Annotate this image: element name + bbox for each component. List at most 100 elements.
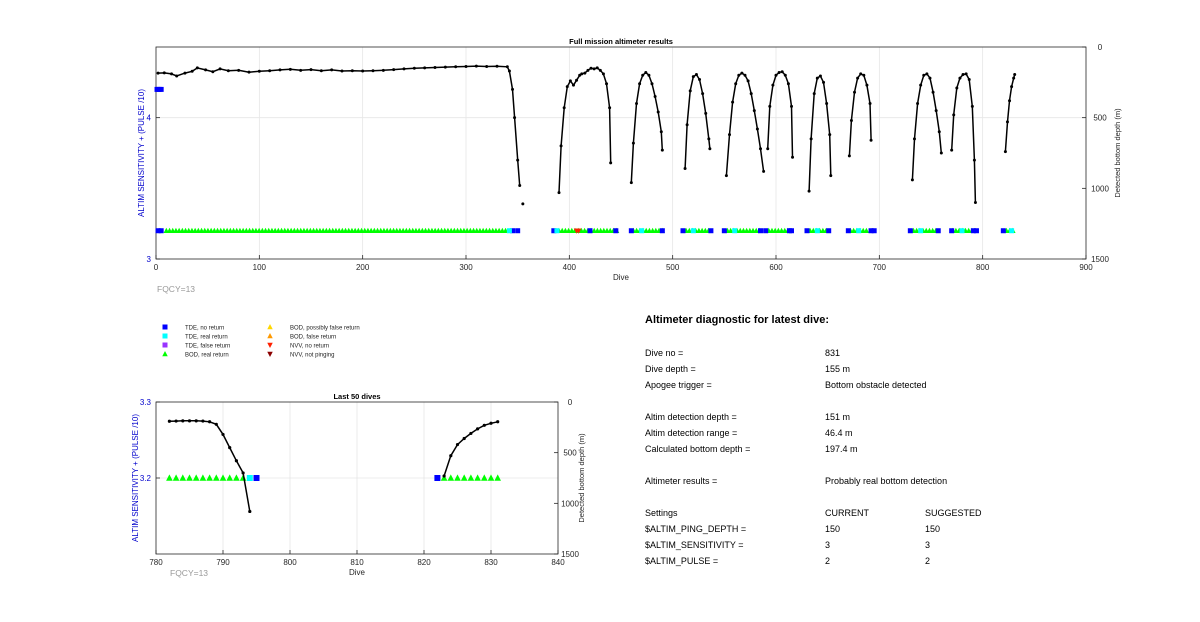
- settings-header-suggested: SUGGESTED: [925, 508, 982, 518]
- y2-tick-label: 1000: [1091, 184, 1109, 193]
- x-tick-label: 780: [149, 558, 163, 567]
- depth-point: [580, 72, 584, 76]
- depth-point: [952, 113, 956, 117]
- depth-point: [589, 66, 593, 70]
- depth-point: [910, 178, 914, 182]
- y2-tick-label: 1500: [561, 550, 579, 559]
- depth-point: [774, 73, 778, 77]
- depth-point: [931, 90, 935, 94]
- depth-point: [557, 191, 561, 195]
- diag-dive-depth-label: Dive depth =: [645, 364, 696, 374]
- depth-point: [950, 148, 954, 152]
- legend-marker: [162, 324, 168, 330]
- marker-tde-no-return: [708, 228, 714, 234]
- diag-results-label: Altimeter results =: [645, 476, 718, 486]
- legend-item: BOD, false return: [267, 333, 336, 341]
- depth-point: [688, 89, 692, 93]
- marker-tde-no-return: [907, 228, 913, 234]
- depth-point: [937, 130, 941, 134]
- legend-item: TDE, real return: [162, 333, 228, 341]
- y2-axis-label: Detected bottom depth (m): [1113, 108, 1122, 198]
- depth-point: [598, 68, 602, 72]
- depth-point: [660, 148, 664, 152]
- depth-point: [156, 71, 160, 75]
- depth-point: [469, 431, 473, 436]
- depth-point: [791, 155, 795, 159]
- depth-point: [361, 69, 365, 73]
- x-tick-label: 790: [216, 558, 230, 567]
- depth-point: [507, 69, 511, 73]
- depth-track-line: [725, 72, 765, 176]
- y2-tick-label: 0: [1098, 43, 1103, 52]
- depth-point: [381, 68, 385, 72]
- depth-point: [708, 147, 712, 151]
- marker-tde-no-return: [763, 228, 769, 234]
- legend-item: NVV, not pinging: [267, 351, 334, 359]
- depth-point: [474, 64, 478, 68]
- depth-point: [743, 73, 747, 77]
- depth-point: [862, 73, 866, 77]
- marker-bod-real: [460, 474, 468, 481]
- depth-point: [647, 73, 651, 77]
- marker-tde-real-return: [959, 228, 965, 234]
- marker-tde-no-return: [970, 228, 976, 234]
- depth-point: [247, 70, 251, 74]
- depth-point: [455, 442, 460, 447]
- marker-tde-real-return: [732, 228, 738, 234]
- marker-tde-no-return: [973, 228, 979, 234]
- depth-point: [922, 73, 926, 77]
- marker-tde-no-return: [680, 228, 686, 234]
- x-tick-label: 820: [417, 558, 431, 567]
- depth-point: [939, 151, 943, 155]
- depth-point: [777, 70, 781, 74]
- chart-full-mission: 0 100 200 300 400 500 600 700 800 900 3 4 0 500 1000 15…: [137, 37, 1122, 294]
- depth-point: [734, 82, 738, 86]
- marker-tde-no-return: [949, 228, 955, 234]
- depth-point: [740, 71, 744, 75]
- chart-title: Last 50 dives: [333, 392, 380, 401]
- setting-sensitivity-current: 3: [825, 540, 831, 550]
- x-axis-label: Dive: [349, 568, 366, 577]
- marker-tde-real-return: [554, 228, 560, 234]
- depth-point: [724, 174, 728, 178]
- x-tick-label: 800: [976, 263, 990, 272]
- marker-tde-no-return: [871, 228, 877, 234]
- depth-point: [1010, 85, 1014, 89]
- x-tick-label: 810: [350, 558, 364, 567]
- marker-tde-no-return: [935, 228, 941, 234]
- depth-point: [653, 94, 657, 98]
- setting-pulse-current: 2: [825, 556, 831, 566]
- depth-point: [476, 427, 480, 431]
- setting-ping-depth-suggested: 150: [925, 524, 941, 534]
- legend-item: BOD, possibly false return: [267, 324, 360, 332]
- depth-point: [818, 74, 822, 78]
- depth-point: [443, 65, 447, 69]
- depth-point: [309, 68, 313, 72]
- depth-point: [181, 419, 185, 423]
- marker-bod-real: [166, 474, 173, 481]
- depth-point: [912, 137, 916, 141]
- depth-point: [631, 141, 635, 145]
- depth-point: [635, 102, 638, 106]
- marker-bod-real: [474, 474, 481, 481]
- depth-point: [482, 423, 486, 427]
- depth-point: [964, 72, 968, 76]
- fqcy-label: FQCY=13: [157, 284, 195, 294]
- marker-tde-no-return: [613, 228, 619, 234]
- depth-point: [928, 76, 932, 80]
- depth-point: [605, 82, 609, 86]
- depth-point: [485, 65, 489, 69]
- depth-point: [350, 69, 354, 73]
- depth-point: [195, 66, 199, 70]
- marker-bod-real: [206, 474, 213, 481]
- depth-point: [221, 432, 225, 437]
- depth-point: [521, 202, 525, 206]
- diag-detection-depth-value: 151 m: [825, 412, 851, 422]
- diag-detection-depth-label: Altim detection depth =: [645, 412, 737, 422]
- depth-point: [208, 420, 212, 424]
- x-tick-label: 400: [563, 263, 577, 272]
- depth-point: [183, 71, 187, 75]
- depth-point: [771, 83, 775, 87]
- depth-point: [201, 419, 205, 423]
- legend-item: TDE, no return: [162, 324, 224, 332]
